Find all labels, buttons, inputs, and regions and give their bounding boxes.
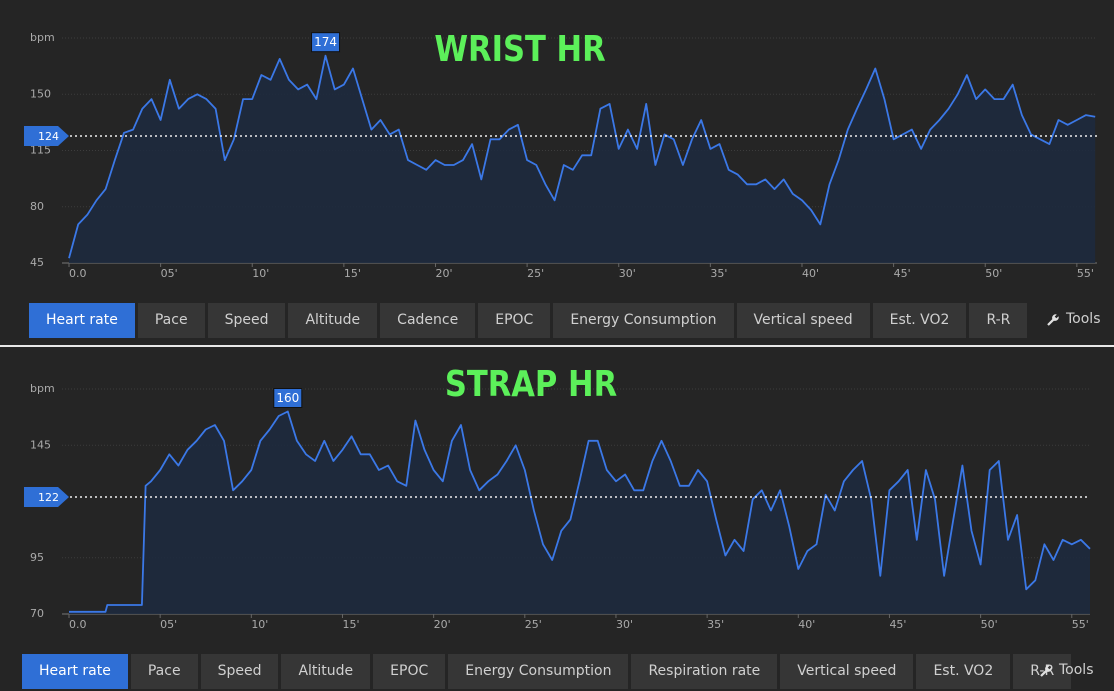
tab[interactable]: Altitude	[288, 303, 378, 338]
tab[interactable]: EPOC	[478, 303, 551, 338]
tab[interactable]: Pace	[130, 654, 198, 689]
tab[interactable]: Est. VO2	[916, 654, 1011, 689]
x-tick-label: 30'	[619, 267, 636, 280]
line	[68, 54, 1096, 259]
x-tick-label: 20'	[435, 267, 452, 280]
max-label: 174	[314, 35, 337, 49]
max-marker	[273, 388, 303, 408]
x-tick-label: 35'	[710, 267, 727, 280]
x-tick-label: 40'	[802, 267, 819, 280]
wrench-icon	[1047, 313, 1059, 326]
y-axis-label: bpm	[30, 382, 55, 395]
tab[interactable]: Pace	[137, 303, 205, 338]
y-tick-label: 70	[30, 607, 44, 620]
tab[interactable]: Vertical speed	[736, 303, 870, 338]
line	[69, 410, 1091, 613]
y-tick-label: 145	[30, 438, 51, 451]
x-tick-label: 15'	[344, 267, 361, 280]
average-label: 124	[38, 130, 59, 143]
tab[interactable]: Heart rate	[29, 303, 135, 338]
tools-label: Tools	[1059, 662, 1094, 678]
tab[interactable]: Est. VO2	[872, 303, 967, 338]
tab[interactable]: EPOC	[373, 654, 446, 689]
tools-label: Tools	[1066, 311, 1101, 327]
x-tick-label: 05'	[160, 618, 177, 631]
x-tick-label: 40'	[798, 618, 815, 631]
x-tick-label: 55'	[1072, 618, 1089, 631]
tab[interactable]: Vertical speed	[780, 654, 914, 689]
max-label: 160	[276, 391, 299, 405]
average-marker	[24, 487, 69, 507]
tab[interactable]: Altitude	[281, 654, 371, 689]
y-tick-label: 115	[30, 144, 51, 157]
x-tick-label: 25'	[527, 267, 544, 280]
max-marker	[311, 32, 341, 53]
separator	[0, 345, 1114, 347]
tab[interactable]: Speed	[200, 654, 279, 689]
area	[69, 55, 1096, 264]
x-tick-label: 45'	[889, 618, 906, 631]
tab-bar: Heart rate Pace Speed Altitude Cadence EPOC En…	[29, 303, 1028, 338]
x-tick-label: 10'	[251, 618, 268, 631]
y-tick-label: 150	[30, 87, 51, 100]
wrench-icon	[1040, 664, 1052, 677]
chart-title: STRAP HR	[445, 363, 618, 405]
tab[interactable]: Speed	[207, 303, 286, 338]
x-tick-label: 0.0	[69, 618, 87, 631]
x-tick-label: 35'	[707, 618, 724, 631]
tab[interactable]: R-R	[969, 303, 1028, 338]
x-tick-label: 55'	[1077, 267, 1094, 280]
tab[interactable]: Heart rate	[22, 654, 128, 689]
x-tick-label: 05'	[161, 267, 178, 280]
x-tick-label: 10'	[252, 267, 269, 280]
tools-button[interactable]: Tools	[1039, 653, 1094, 688]
x-tick-label: 20'	[434, 618, 451, 631]
tab[interactable]: Energy Consumption	[448, 654, 629, 689]
average-marker	[24, 126, 69, 147]
tab[interactable]: R-R	[1013, 654, 1072, 689]
tab[interactable]: Energy Consumption	[553, 303, 734, 338]
area	[69, 411, 1090, 614]
y-tick-label: 45	[30, 256, 44, 269]
tab-bar: Heart rate Pace Speed Altitude EPOC Energy Co…	[22, 654, 1072, 689]
y-axis-label: bpm	[30, 31, 55, 44]
x-tick-label: 45'	[894, 267, 911, 280]
x-tick-label: 30'	[616, 618, 633, 631]
y-tick-label: 95	[30, 551, 44, 564]
average-label: 122	[38, 491, 59, 504]
tools-button[interactable]: Tools	[1046, 302, 1101, 337]
y-tick-label: 80	[30, 200, 44, 213]
x-tick-label: 0.0	[69, 267, 87, 280]
tab[interactable]: Cadence	[380, 303, 476, 338]
chart-title: WRIST HR	[434, 28, 606, 70]
x-tick-label: 50'	[981, 618, 998, 631]
x-tick-label: 15'	[342, 618, 359, 631]
x-tick-label: 50'	[985, 267, 1002, 280]
tab[interactable]: Respiration rate	[631, 654, 778, 689]
x-tick-label: 25'	[525, 618, 542, 631]
